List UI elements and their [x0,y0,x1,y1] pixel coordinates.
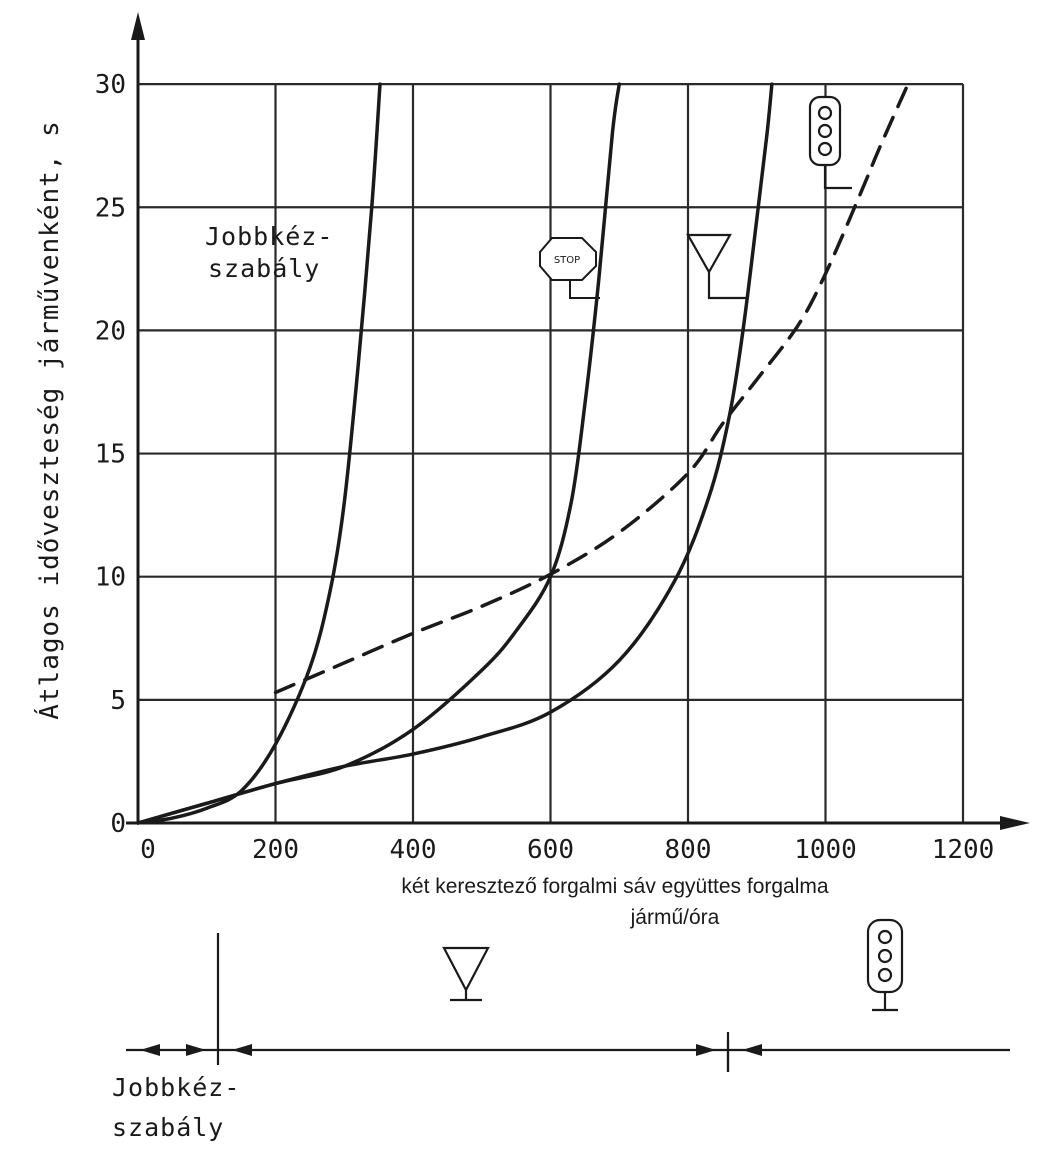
y-tick-label: 0 [110,809,126,839]
svg-text:Jobbkéz-: Jobbkéz- [112,1073,240,1102]
x-tick-label: 1000 [794,835,857,865]
y-tick-label: 15 [95,440,126,470]
traffic-light-icon [808,95,852,190]
axes [126,12,1030,830]
yield-sign-lower-icon [442,946,490,1002]
y-axis-label: Átlagos időveszteség járművenként, s [33,120,65,720]
series-line-0 [136,82,382,825]
x-tick-label: 600 [527,835,574,865]
x-axis-unit: jármű/óra [630,906,720,929]
bottom-right-hand-rule-label: Jobbkéz- szabály [112,1073,240,1142]
curves [136,82,910,825]
yield-sign-icon [686,233,748,300]
svg-text:szabály: szabály [208,254,320,283]
y-tick-label: 10 [95,563,126,593]
y-tick-label: 20 [95,316,126,346]
y-axis-arrow [131,12,145,40]
x-tick-label: 400 [390,835,437,865]
regime-diagram [126,933,1010,1072]
x-axis-label: két keresztező forgalmi sáv együttes for… [401,875,829,898]
svg-text:szabály: szabály [112,1113,224,1142]
y-tick-labels: 0 5 10 15 20 25 30 [95,70,126,839]
arrow-left-1 [140,1044,160,1056]
svg-text:Jobbkéz-: Jobbkéz- [205,222,333,251]
arrow-left-2 [232,1044,252,1056]
x-tick-label: 0 [140,835,156,865]
x-tick-labels: 0 200 400 600 800 1000 1200 [140,835,994,865]
svg-text:STOP: STOP [554,255,580,266]
series-line-2 [136,82,774,825]
series-line-3 [273,82,910,695]
x-tick-label: 800 [665,835,712,865]
y-tick-label: 30 [95,70,126,100]
traffic-light-lower-icon [866,918,904,1012]
y-tick-label: 25 [95,193,126,223]
arrow-right-2 [696,1044,716,1056]
y-tick-label: 5 [110,686,126,716]
x-tick-label: 1200 [932,835,995,865]
x-tick-label: 200 [252,835,299,865]
right-hand-rule-label: Jobbkéz- szabály [205,222,333,283]
x-axis-arrow [1000,816,1030,830]
arrow-left-3 [742,1044,762,1056]
stop-sign-icon: STOP [539,237,600,299]
grid [138,82,965,823]
arrow-right-1 [186,1044,206,1056]
